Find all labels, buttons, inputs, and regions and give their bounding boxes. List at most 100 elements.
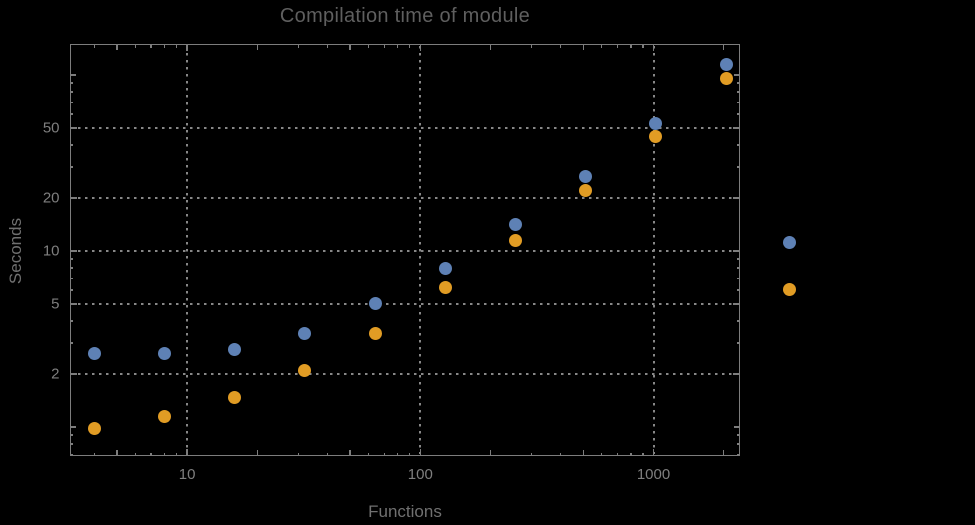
x-tick-mark — [349, 44, 351, 50]
x-tick-mark — [116, 450, 118, 456]
y-gridline — [71, 197, 739, 199]
y-tick-label: 10 — [42, 242, 60, 260]
x-tick-mark — [150, 452, 152, 456]
y-tick-mark — [69, 166, 73, 168]
data-point-blue — [719, 57, 733, 71]
plot-frame — [69, 44, 740, 456]
x-tick-mark — [175, 452, 178, 456]
y-tick-mark — [736, 277, 740, 279]
y-gridline — [71, 372, 739, 375]
data-point-blue — [368, 297, 382, 311]
data-point-orange — [649, 129, 663, 143]
data-point-orange — [438, 281, 452, 295]
x-tick-mark — [489, 450, 492, 456]
x-tick-mark — [530, 452, 533, 456]
data-point-orange — [719, 72, 733, 86]
data-point-blue — [438, 261, 452, 275]
y-tick-mark — [736, 453, 740, 455]
x-tick-mark — [163, 44, 166, 48]
y-tick-mark — [69, 113, 73, 115]
x-tick-mark — [256, 450, 259, 456]
y-tick-mark — [736, 91, 740, 93]
legend-marker-orange — [782, 282, 796, 296]
x-tick-mark — [134, 44, 137, 48]
x-tick-mark — [652, 44, 655, 51]
y-tick-mark — [733, 127, 740, 129]
x-tick-mark — [723, 450, 725, 456]
data-point-blue — [649, 117, 663, 130]
x-tick-mark — [530, 44, 533, 48]
x-tick-label: 1000 — [636, 466, 671, 483]
x-tick-mark — [326, 452, 329, 456]
x-tick-mark — [397, 452, 399, 456]
x-tick-mark — [616, 44, 619, 48]
y-tick-mark — [733, 197, 740, 199]
data-point-orange — [368, 326, 382, 340]
data-point-blue — [158, 347, 172, 361]
x-tick-mark — [297, 452, 300, 456]
x-tick-label: 100 — [407, 466, 433, 483]
x-tick-mark — [150, 44, 152, 48]
data-point-orange — [158, 409, 172, 423]
x-tick-mark — [186, 449, 188, 456]
data-point-orange — [509, 233, 523, 247]
x-tick-mark — [630, 44, 632, 48]
x-tick-mark — [630, 452, 632, 456]
y-tick-mark — [736, 113, 740, 115]
x-tick-mark — [489, 44, 492, 50]
data-point-orange — [298, 363, 312, 377]
data-point-blue — [298, 326, 312, 340]
x-tick-mark — [582, 44, 584, 50]
x-tick-mark — [560, 452, 562, 456]
y-tick-mark — [69, 320, 73, 322]
y-tick-mark — [736, 101, 740, 103]
x-tick-mark — [419, 44, 421, 51]
y-tick-mark — [736, 267, 740, 269]
x-tick-mark — [175, 44, 178, 48]
y-tick-mark — [736, 166, 740, 168]
y-tick-mark — [736, 434, 740, 436]
y-tick-mark — [69, 373, 77, 375]
x-tick-mark — [93, 452, 96, 456]
x-gridline — [652, 45, 655, 455]
x-tick-mark — [582, 450, 584, 456]
y-tick-label: 50 — [42, 119, 60, 137]
x-tick-mark — [383, 44, 385, 48]
data-point-blue — [228, 343, 242, 357]
x-tick-mark — [652, 449, 655, 456]
y-axis-label: Seconds — [6, 217, 25, 285]
y-tick-mark — [69, 74, 76, 76]
y-tick-mark — [734, 74, 740, 76]
x-tick-mark — [367, 44, 370, 48]
x-tick-mark — [383, 452, 385, 456]
y-tick-mark — [69, 144, 73, 146]
x-tick-mark — [642, 452, 644, 456]
data-point-blue — [579, 169, 593, 183]
x-axis-label: Functions — [368, 502, 442, 521]
y-tick-mark — [69, 434, 73, 436]
y-tick-mark — [736, 144, 740, 146]
x-tick-mark — [367, 452, 370, 456]
y-tick-mark — [69, 443, 73, 445]
y-tick-mark — [733, 250, 740, 252]
y-tick-mark — [69, 82, 73, 84]
x-tick-mark — [93, 44, 96, 48]
x-gridline — [186, 45, 189, 455]
x-tick-mark — [601, 452, 603, 456]
x-tick-label: 10 — [178, 466, 196, 483]
x-tick-mark — [326, 44, 329, 48]
y-gridline — [71, 249, 739, 252]
y-tick-mark — [69, 453, 73, 455]
y-tick-mark — [69, 289, 73, 291]
x-tick-mark — [256, 44, 259, 50]
y-tick-mark — [736, 320, 740, 322]
legend-marker-blue — [782, 235, 796, 249]
y-tick-mark — [69, 258, 73, 260]
y-tick-mark — [733, 303, 740, 305]
y-tick-mark — [69, 101, 73, 103]
y-tick-label: 20 — [42, 189, 60, 207]
x-tick-mark — [408, 44, 411, 48]
x-tick-mark — [163, 452, 166, 456]
data-point-blue — [509, 218, 523, 232]
x-tick-mark — [116, 44, 118, 50]
